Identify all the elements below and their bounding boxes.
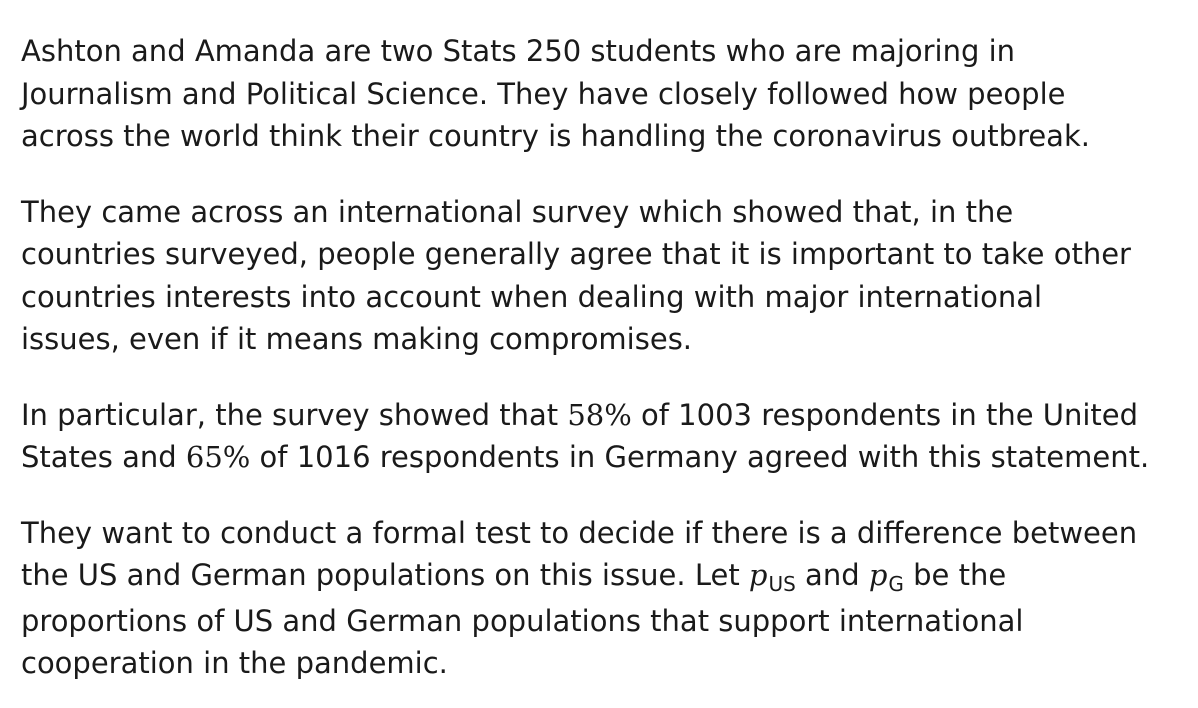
text-fragment: and bbox=[795, 558, 869, 592]
text-fragment: States and bbox=[21, 440, 186, 474]
text-line: proportions of US and German populations… bbox=[21, 603, 1024, 638]
text-fragment: the US and German populations on this is… bbox=[21, 558, 749, 592]
p-g-variable: pG bbox=[868, 558, 904, 596]
text-line: cooperation in the pandemic. bbox=[21, 646, 448, 680]
text-line: States and 65% of 1016 respondents in Ge… bbox=[21, 436, 1186, 479]
paragraph-survey: They came across an international survey… bbox=[21, 191, 1186, 361]
germany-percentage: 65% bbox=[185, 440, 251, 474]
variable-symbol: p bbox=[868, 558, 888, 592]
text-line: Ashton and Amanda are two Stats 250 stud… bbox=[21, 34, 1016, 68]
text-line: Journalism and Political Science. They h… bbox=[21, 76, 1066, 111]
text-line: countries surveyed, people generally agr… bbox=[21, 237, 1131, 271]
text-line: across the world think their country is … bbox=[21, 119, 1090, 153]
paragraph-test: They want to conduct a formal test to de… bbox=[21, 512, 1186, 685]
paragraph-results: In particular, the survey showed that 58… bbox=[21, 394, 1186, 479]
subscript-g: G bbox=[888, 572, 904, 596]
us-percentage: 58% bbox=[567, 397, 632, 432]
variable-symbol: p bbox=[748, 558, 768, 592]
document-page: Ashton and Amanda are two Stats 250 stud… bbox=[21, 30, 1186, 685]
text-line: They want to conduct a formal test to de… bbox=[21, 515, 1138, 550]
text-line: They came across an international survey… bbox=[21, 194, 1014, 229]
text-fragment: of 1003 respondents in the United bbox=[631, 397, 1139, 432]
text-line: issues, even if it means making compromi… bbox=[21, 322, 693, 356]
text-line: countries interests into account when de… bbox=[21, 279, 1043, 314]
text-fragment: In particular, the survey showed that bbox=[21, 397, 568, 432]
subscript-us: US bbox=[768, 572, 796, 596]
text-fragment: be the bbox=[903, 558, 1007, 592]
text-fragment: of 1016 respondents in Germany agreed wi… bbox=[250, 440, 1150, 474]
paragraph-intro: Ashton and Amanda are two Stats 250 stud… bbox=[21, 30, 1186, 158]
text-line: In particular, the survey showed that 58… bbox=[21, 394, 1186, 437]
p-us-variable: pUS bbox=[748, 558, 796, 596]
text-line: the US and German populations on this is… bbox=[21, 554, 1186, 600]
